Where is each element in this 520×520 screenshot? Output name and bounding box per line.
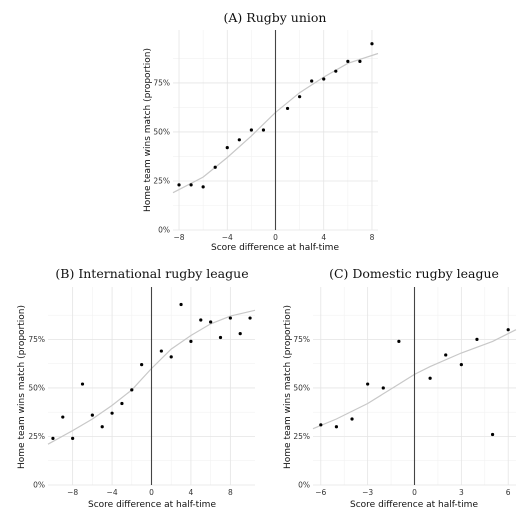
panel-c: (C) Domestic rugby league Home team wins… [283,266,517,510]
panel-b-data-point [80,382,85,386]
panel-b-data-point [238,331,242,336]
panel-b-data-point [100,425,104,429]
panel-b-data-point [71,436,75,441]
panel-a-data-point [225,146,229,150]
panel-b-data-point [189,339,193,343]
panel-c-data-point [428,376,432,380]
panel-a-x-tick-label: −8 [173,233,184,242]
panel-b-data-point [51,436,55,441]
panel-c-data-point [350,417,354,421]
panel-b-data-point [228,316,232,320]
panel-c-data-point [506,328,510,332]
panel-b-y-tick-label: 0% [33,481,45,490]
panel-b-data-point [140,363,144,367]
panel-a-data-point [334,69,338,73]
panel-b-data-point [209,320,213,324]
panel-c-data-point [319,423,323,427]
panel-a-data-point [201,185,205,189]
panel-a-x-tick-label: 4 [321,233,326,242]
panel-a-plot-area: −8 −4 0 4 8 0% 25% 50% 75% [153,30,379,242]
panel-b-data-point [61,415,65,419]
panel-a-data-point [322,77,326,81]
panel-c-data-point [397,339,401,343]
panel-a-data-point [261,128,266,132]
panel-a-y-tick-label: 25% [153,176,170,185]
panel-c-x-tick-label: −3 [362,488,373,497]
panel-b-data-point [179,302,183,307]
panel-a-xlabel: Score difference at half-time [211,243,339,253]
panel-a-title: (A) Rugby union [224,10,327,25]
panel-a-data-point [249,128,253,132]
panel-c-title: (C) Domestic rugby league [329,266,499,281]
panel-b-data-point [199,318,203,322]
panel-c-ylabel: Home team wins match (proportion) [283,305,293,469]
panel-a-data-point [358,59,362,63]
panel-b-plot-area: −8 −4 0 4 8 0% 25% 50% 75% [28,287,256,497]
panel-a: (A) Rugby union Home team wins match (pr… [143,10,379,253]
panel-a-data-point [237,138,241,142]
panel-c-data-point [475,337,479,342]
panel-b-x-tick-label: −4 [107,488,118,497]
panel-c-data-point [490,432,495,437]
panel-b-data-point [90,413,94,417]
panel-b-title: (B) International rugby league [55,266,248,281]
panel-a-data-point [370,42,374,46]
panel-b-ylabel: Home team wins match (proportion) [17,305,27,469]
panel-a-data-point [285,106,290,111]
panel-a-data-point [310,79,314,83]
panel-c-data-point [444,353,448,357]
panel-c-y-tick-label: 50% [293,383,310,392]
panel-b-y-tick-label: 50% [28,383,45,392]
panel-b-x-tick-label: 0 [149,488,154,497]
panel-c-x-tick-label: 6 [506,488,511,497]
panel-b-y-tick-label: 25% [28,432,45,441]
panel-b-data-point [169,355,173,359]
panel-c-data-point [334,425,339,429]
panel-a-data-point [189,183,193,187]
panel-c-y-tick-label: 0% [298,481,310,490]
panel-a-data-point [177,183,181,187]
panel-c-xlabel: Score difference at half-time [350,500,478,510]
panel-a-x-tick-label: 8 [370,233,375,242]
panel-c-x-tick-label: −6 [315,488,326,497]
panel-b-xlabel: Score difference at half-time [88,500,216,510]
panel-c-data-point [366,382,370,386]
panel-c-x-tick-label: 3 [459,488,464,497]
panel-b-x-tick-label: 8 [228,488,233,497]
panel-b-data-point [110,411,114,415]
panel-a-y-tick-label: 0% [158,226,170,235]
panel-c-x-tick-label: 0 [412,488,417,497]
panel-a-data-point [298,95,302,99]
panel-b-y-tick-label: 75% [28,335,45,344]
panel-a-y-tick-label: 50% [153,127,170,136]
panel-b-data-point [159,349,163,353]
panel-a-data-point [346,59,350,63]
panel-c-y-tick-label: 75% [293,335,310,344]
panel-c-data-point [381,386,385,390]
panel-a-x-tick-label: −4 [222,233,233,242]
panel-a-y-tick-label: 75% [153,78,170,87]
panel-b-data-point [130,388,134,392]
panel-c-data-point [459,363,463,367]
panel-b-x-tick-label: 4 [189,488,194,497]
panel-b: (B) International rugby league Home team… [17,266,256,510]
panel-c-plot-area: −6 −3 0 3 6 0% 25% 50% 75% [293,287,517,497]
panel-a-x-tick-label: 0 [273,233,278,242]
panel-a-data-point [213,165,217,169]
panel-b-x-tick-label: −8 [67,488,78,497]
panel-b-data-point [120,401,124,406]
panel-c-y-tick-label: 25% [293,432,310,441]
panel-a-ylabel: Home team wins match (proportion) [143,48,153,212]
panel-b-data-point [248,316,252,320]
panel-b-data-point [218,335,223,340]
